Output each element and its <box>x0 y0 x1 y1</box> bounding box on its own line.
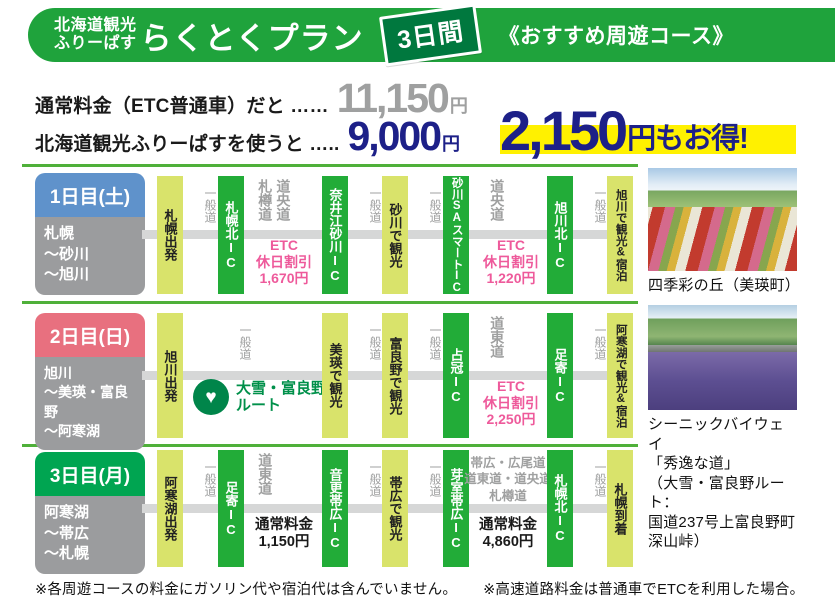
day2-general-road-1: 一般道 <box>238 324 252 360</box>
day3-ic-otofukeobihiro: 音更帯広IC <box>322 450 348 567</box>
day2-general-road-4: 一般道 <box>593 324 607 360</box>
normal-price-unit: 円 <box>449 96 468 116</box>
days-badge: 3日間 <box>378 3 482 67</box>
scenic-byway-badge: ♥ 大雪・富良野 ルート <box>193 379 326 415</box>
day1-depart-stop: 札幌出発 <box>157 176 183 294</box>
day1-toll-note-1: ETC 休日割引 1,670円 <box>256 237 312 287</box>
day3-toll-note-2: 通常料金 4,860円 <box>479 517 537 551</box>
photo-lavender-field <box>648 305 797 410</box>
day1-photo-caption: 四季彩の丘（美瑛町） <box>648 277 801 294</box>
pass-price-label: 北海道観光ふりーぱすを使うと ….. <box>35 134 340 155</box>
pass-price-row: 北海道観光ふりーぱすを使うと ….. 9,000 円 <box>35 116 460 157</box>
day1-toll-note-2: ETC 休日割引 1,220円 <box>483 237 539 287</box>
day1-photo-block: 四季彩の丘（美瑛町） <box>648 168 801 296</box>
day2-route: 旭川出発 一般道 ♥ 大雪・富良野 ルート 美瑛で観光 一般道 富良野で観光 一… <box>142 313 640 438</box>
day1-general-road-3: 一般道 <box>428 187 442 223</box>
savings-amount: 2,150 <box>500 99 628 163</box>
day3-arrive-stop: 札幌到着 <box>607 450 633 567</box>
day3-ic-ashoro: 足寄IC <box>218 450 244 567</box>
banner-subtitle: 《おすすめ周遊コース》 <box>498 25 734 48</box>
day3-general-road-3: 一般道 <box>428 461 442 497</box>
day3-route: 阿寒湖出発 一般道 足寄IC 道東道 通常料金 1,150円 音更帯広IC 一般… <box>142 450 640 567</box>
separator-line <box>22 444 638 447</box>
day1-expressway-names-1: 札樽道 道央道 <box>257 179 292 221</box>
day3-expressway-names-2: 帯広・広尾道 道東道・道央道 札樽道 <box>464 456 552 503</box>
day3-general-road-4: 一般道 <box>593 461 607 497</box>
day1-summary: 札幌 〜砂川 〜旭川 <box>35 217 145 296</box>
day1-card: 1日目(土) 札幌 〜砂川 〜旭川 <box>35 173 145 296</box>
day3-summary: 阿寒湖 〜帯広 〜札幌 <box>35 496 145 575</box>
day1-route: 札幌出発 一般道 札幌北IC 札樽道 道央道 ETC 休日割引 1,670円 奈… <box>142 176 640 294</box>
day2-sightseeing-furano: 富良野で観光 <box>382 313 408 438</box>
day1-ic-sunagawa-sa: 砂川SAスマートIC <box>443 176 469 294</box>
pass-price-unit: 円 <box>442 134 461 154</box>
day1-ic-sapporokita: 札幌北IC <box>218 176 244 294</box>
yellow-highlight <box>500 125 796 154</box>
plan-title: らくとくプラン <box>140 20 364 56</box>
header-banner: 北海道観光 ふりーぱす らくとくプラン 3日間 《おすすめ周遊コース》 <box>28 3 835 67</box>
separator-line <box>22 301 638 304</box>
photo-shikisai-no-oka <box>648 168 797 271</box>
day3-toll-note-1: 通常料金 1,150円 <box>255 517 313 551</box>
day3-general-road-1: 一般道 <box>203 461 217 497</box>
note-fees: ※各周遊コースの料金にガソリン代や宿泊代は含んでいません。 <box>35 582 458 598</box>
day3-depart-stop: 阿寒湖出発 <box>157 450 183 567</box>
day3-ic-memuroobihiro: 芽室帯広IC <box>443 450 469 567</box>
day2-photo-block: シーニックバイウェイ 「秀逸な道」 （大雪・富良野ルート： 国道237号上富良野… <box>648 305 797 552</box>
scenic-byway-label: 大雪・富良野 ルート <box>236 379 327 414</box>
day2-ic-shimukappu: 占冠IC <box>443 313 469 438</box>
day3-general-road-2: 一般道 <box>368 461 382 497</box>
day2-photo-caption: シーニックバイウェイ 「秀逸な道」 （大雪・富良野ルート： 国道237号上富良野… <box>648 416 796 550</box>
day2-arrive-stop: 阿寒湖で観光&宿泊 <box>607 313 633 438</box>
day3-title: 3日目(月) <box>35 452 145 496</box>
brand-name: 北海道観光 ふりーぱす <box>54 17 137 52</box>
separator-line <box>22 164 638 167</box>
day1-general-road-2: 一般道 <box>368 187 382 223</box>
footer-notes: ※各周遊コースの料金にガソリン代や宿泊代は含んでいません。 ※高速道路料金は普通… <box>35 578 804 599</box>
day2-general-road-2: 一般道 <box>368 324 382 360</box>
price-comparison: 通常料金（ETC普通車）だと …… 11,150 円 北海道観光ふりーぱすを使う… <box>35 76 815 160</box>
day1-title: 1日目(土) <box>35 173 145 217</box>
day2-depart-stop: 旭川出発 <box>157 313 183 438</box>
normal-price-label: 通常料金（ETC普通車）だと …… <box>35 96 329 117</box>
day3-sightseeing-obihiro: 帯広で観光 <box>382 450 408 567</box>
day1-ic-naiesunagawa: 奈井江砂川IC <box>322 176 348 294</box>
day1-general-road-4: 一般道 <box>593 187 607 223</box>
scenic-byway-logo: ♥ <box>193 379 229 415</box>
heart-icon: ♥ <box>205 386 217 408</box>
day2-ic-ashoro: 足寄IC <box>547 313 573 438</box>
day1-ic-asahikawakita: 旭川北IC <box>547 176 573 294</box>
normal-price-row: 通常料金（ETC普通車）だと …… 11,150 円 <box>35 78 468 119</box>
savings-suffix: 円もお得! <box>627 123 749 155</box>
day1-sightseeing-sunagawa: 砂川で観光 <box>382 176 408 294</box>
day1-general-road-1: 一般道 <box>203 187 217 223</box>
day2-card: 2日目(日) 旭川 〜美瑛・富良野 〜阿寒湖 <box>35 313 145 451</box>
day2-toll-note: ETC 休日割引 2,250円 <box>483 378 539 428</box>
day2-sightseeing-biei: 美瑛で観光 <box>322 313 348 438</box>
day1-arrive-stop: 旭川で観光&宿泊 <box>607 176 633 294</box>
day3-expressway-names-1: 道東道 <box>257 453 274 495</box>
pass-price-value: 9,000 <box>347 113 442 159</box>
day2-expressway-names: 道東道 <box>489 316 506 358</box>
savings-callout: 2,150 円もお得! <box>500 85 800 163</box>
day2-title: 2日目(日) <box>35 313 145 357</box>
day2-general-road-3: 一般道 <box>428 324 442 360</box>
day3-card: 3日目(月) 阿寒湖 〜帯広 〜札幌 <box>35 452 145 575</box>
normal-price-value: 11,150 <box>336 75 450 121</box>
note-etc: ※高速道路料金は普通車でETCを利用した場合。 <box>483 582 805 598</box>
day3-ic-sapporokita: 札幌北IC <box>547 450 573 567</box>
day1-expressway-names-2: 道央道 <box>489 179 506 221</box>
day2-summary: 旭川 〜美瑛・富良野 〜阿寒湖 <box>35 357 145 451</box>
